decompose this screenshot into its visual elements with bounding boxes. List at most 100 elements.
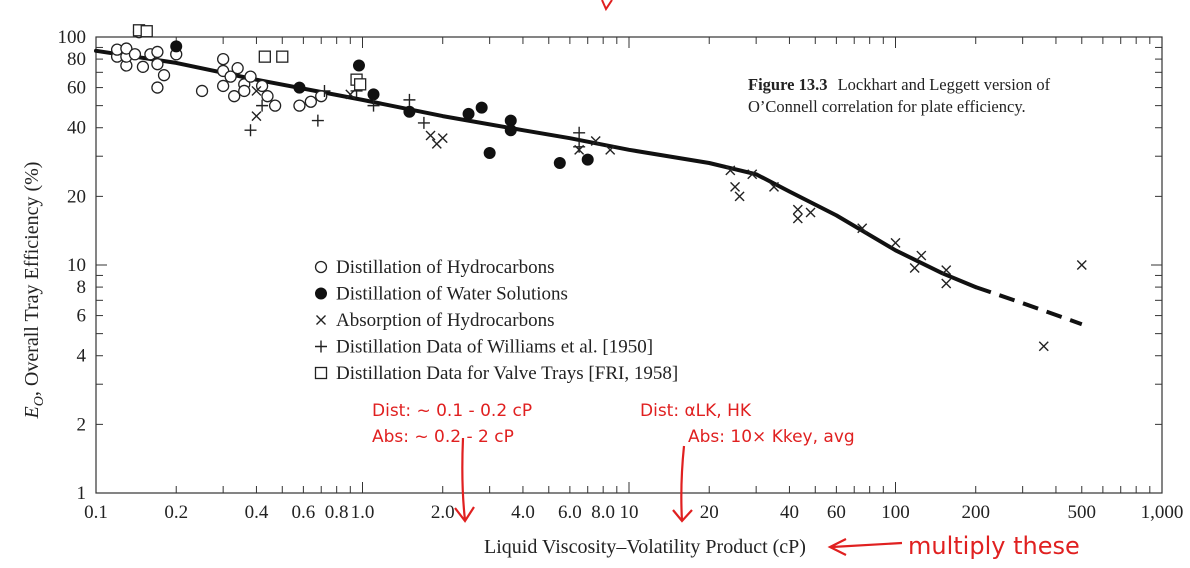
note-dist-viscosity: Dist: ~ 0.1 - 0.2 cP bbox=[372, 401, 532, 421]
data-point-open-circle bbox=[157, 69, 171, 82]
data-point-plus bbox=[573, 126, 586, 139]
data-point-x bbox=[725, 165, 736, 176]
x-tick-label: 1.0 bbox=[351, 502, 375, 523]
data-point-x bbox=[941, 265, 952, 276]
x-tick-label: 20 bbox=[700, 502, 719, 523]
data-point-filled-circle bbox=[483, 146, 496, 159]
x-tick-label: 6.0 bbox=[558, 502, 582, 523]
data-point-filled-circle bbox=[403, 105, 416, 118]
x-tick-label: 500 bbox=[1068, 502, 1097, 523]
y-tick-label: 2 bbox=[77, 414, 87, 435]
data-point-filled-circle bbox=[293, 81, 306, 94]
x-tick-label: 0.8 bbox=[325, 502, 349, 523]
y-tick-label: 6 bbox=[77, 306, 87, 327]
data-point-filled-circle bbox=[462, 107, 475, 120]
data-point-x bbox=[857, 223, 868, 234]
correlation-curve-solid bbox=[94, 48, 978, 290]
x-tick-label: 100 bbox=[881, 502, 910, 523]
data-point-x bbox=[1038, 341, 1049, 352]
arrow-multiply bbox=[827, 538, 903, 556]
arrow-volatility bbox=[672, 445, 693, 523]
data-point-x bbox=[425, 130, 436, 141]
data-point-plus bbox=[244, 124, 257, 137]
x-tick-label: 1,000 bbox=[1141, 502, 1184, 523]
data-point-open-circle bbox=[128, 48, 142, 61]
data-point-open-circle bbox=[217, 79, 230, 93]
data-point-open-circle bbox=[231, 62, 244, 75]
data-point-plus bbox=[256, 99, 269, 112]
data-point-plus bbox=[573, 140, 586, 153]
legend-marker-filled-circle bbox=[315, 287, 327, 300]
data-point-filled-circle bbox=[352, 59, 365, 72]
data-point-x bbox=[437, 133, 448, 144]
x-tick-label: 10 bbox=[620, 502, 639, 523]
note-dist-volatility: Dist: αLK, HK bbox=[640, 401, 752, 421]
data-point-x bbox=[605, 144, 616, 155]
correlation-curve-dashed bbox=[975, 285, 1083, 327]
handwritten-annotations: Dist: ~ 0.1 - 0.2 cP Abs: ~ 0.2 - 2 cP D… bbox=[372, 0, 1080, 560]
data-points bbox=[110, 24, 1087, 352]
data-point-open-square bbox=[276, 50, 289, 63]
data-point-filled-circle bbox=[170, 40, 183, 53]
data-point-x bbox=[890, 237, 901, 248]
data-point-open-square bbox=[354, 78, 367, 91]
data-point-x bbox=[747, 169, 758, 180]
data-point-open-circle bbox=[238, 84, 251, 98]
y-tick-label: 100 bbox=[58, 27, 87, 48]
legend-marker-open-circle bbox=[314, 260, 328, 274]
data-point-filled-circle bbox=[553, 157, 566, 170]
data-point-plus bbox=[311, 114, 324, 127]
data-point-open-circle bbox=[261, 90, 274, 103]
legend-marker-open-square bbox=[314, 366, 328, 380]
caption-label: Figure 13.3 bbox=[748, 75, 827, 94]
legend: Distillation of Hydrocarbons Distillation… bbox=[314, 257, 678, 384]
data-point-open-circle bbox=[268, 99, 282, 112]
data-point-filled-circle bbox=[581, 153, 594, 166]
legend-label: Distillation Data for Valve Trays [FRI, … bbox=[336, 363, 678, 384]
data-point-x bbox=[768, 181, 779, 192]
x-tick-label: 200 bbox=[961, 502, 990, 523]
note-abs-volatility: Abs: 10× Kkey, avg bbox=[688, 427, 855, 447]
x-axis-title: Liquid Viscosity–Volatility Product (cP) bbox=[484, 536, 806, 558]
y-axis-title-text: , Overall Tray Efficiency (%) bbox=[21, 162, 43, 397]
y-tick-label: 20 bbox=[67, 186, 86, 207]
caption-line-2: O’Connell correlation for plate efficien… bbox=[748, 97, 1026, 116]
axis-ticks: 0.1 0.2 0.4 0.6 0.8 1.0 2.0 4.0 6.0 8.0 10 20 40 60 10… bbox=[58, 27, 1184, 523]
data-point-x bbox=[909, 263, 920, 274]
data-point-x bbox=[251, 111, 262, 122]
data-point-x bbox=[916, 250, 927, 261]
data-point-x bbox=[730, 181, 741, 192]
legend-marker-plus bbox=[315, 340, 327, 353]
data-point-plus bbox=[417, 116, 430, 129]
data-point-plus bbox=[318, 84, 331, 97]
x-tick-label: 8.0 bbox=[591, 502, 615, 523]
figure-caption: Figure 13.3 Lockhart and Leggett version… bbox=[748, 75, 1051, 94]
data-point-x bbox=[734, 191, 745, 202]
legend-label: Absorption of Hydrocarbons bbox=[336, 310, 554, 331]
x-tick-label: 60 bbox=[827, 502, 846, 523]
x-tick-label: 0.1 bbox=[84, 502, 108, 523]
data-point-plus bbox=[403, 93, 416, 106]
data-point-open-circle bbox=[151, 81, 164, 94]
legend-label: Distillation Data of Williams et al. [19… bbox=[336, 337, 653, 358]
data-point-open-circle bbox=[151, 45, 164, 59]
x-tick-label: 0.4 bbox=[245, 502, 269, 523]
data-point-x bbox=[805, 207, 816, 218]
data-point-open-square bbox=[140, 25, 153, 38]
legend-marker-x bbox=[316, 315, 326, 325]
x-tick-label: 40 bbox=[780, 502, 799, 523]
y-tick-label: 10 bbox=[67, 255, 86, 276]
data-point-open-circle bbox=[151, 58, 164, 71]
data-point-x bbox=[792, 204, 803, 215]
data-point-filled-circle bbox=[504, 124, 517, 137]
y-axis-title-symbol: E bbox=[21, 406, 43, 419]
top-mark bbox=[601, 0, 613, 12]
data-point-open-circle bbox=[244, 70, 257, 83]
y-tick-label: 8 bbox=[77, 277, 87, 298]
y-tick-label: 60 bbox=[67, 78, 86, 99]
y-tick-label: 1 bbox=[77, 483, 87, 504]
y-tick-label: 4 bbox=[77, 346, 87, 367]
data-point-open-circle bbox=[120, 42, 133, 55]
